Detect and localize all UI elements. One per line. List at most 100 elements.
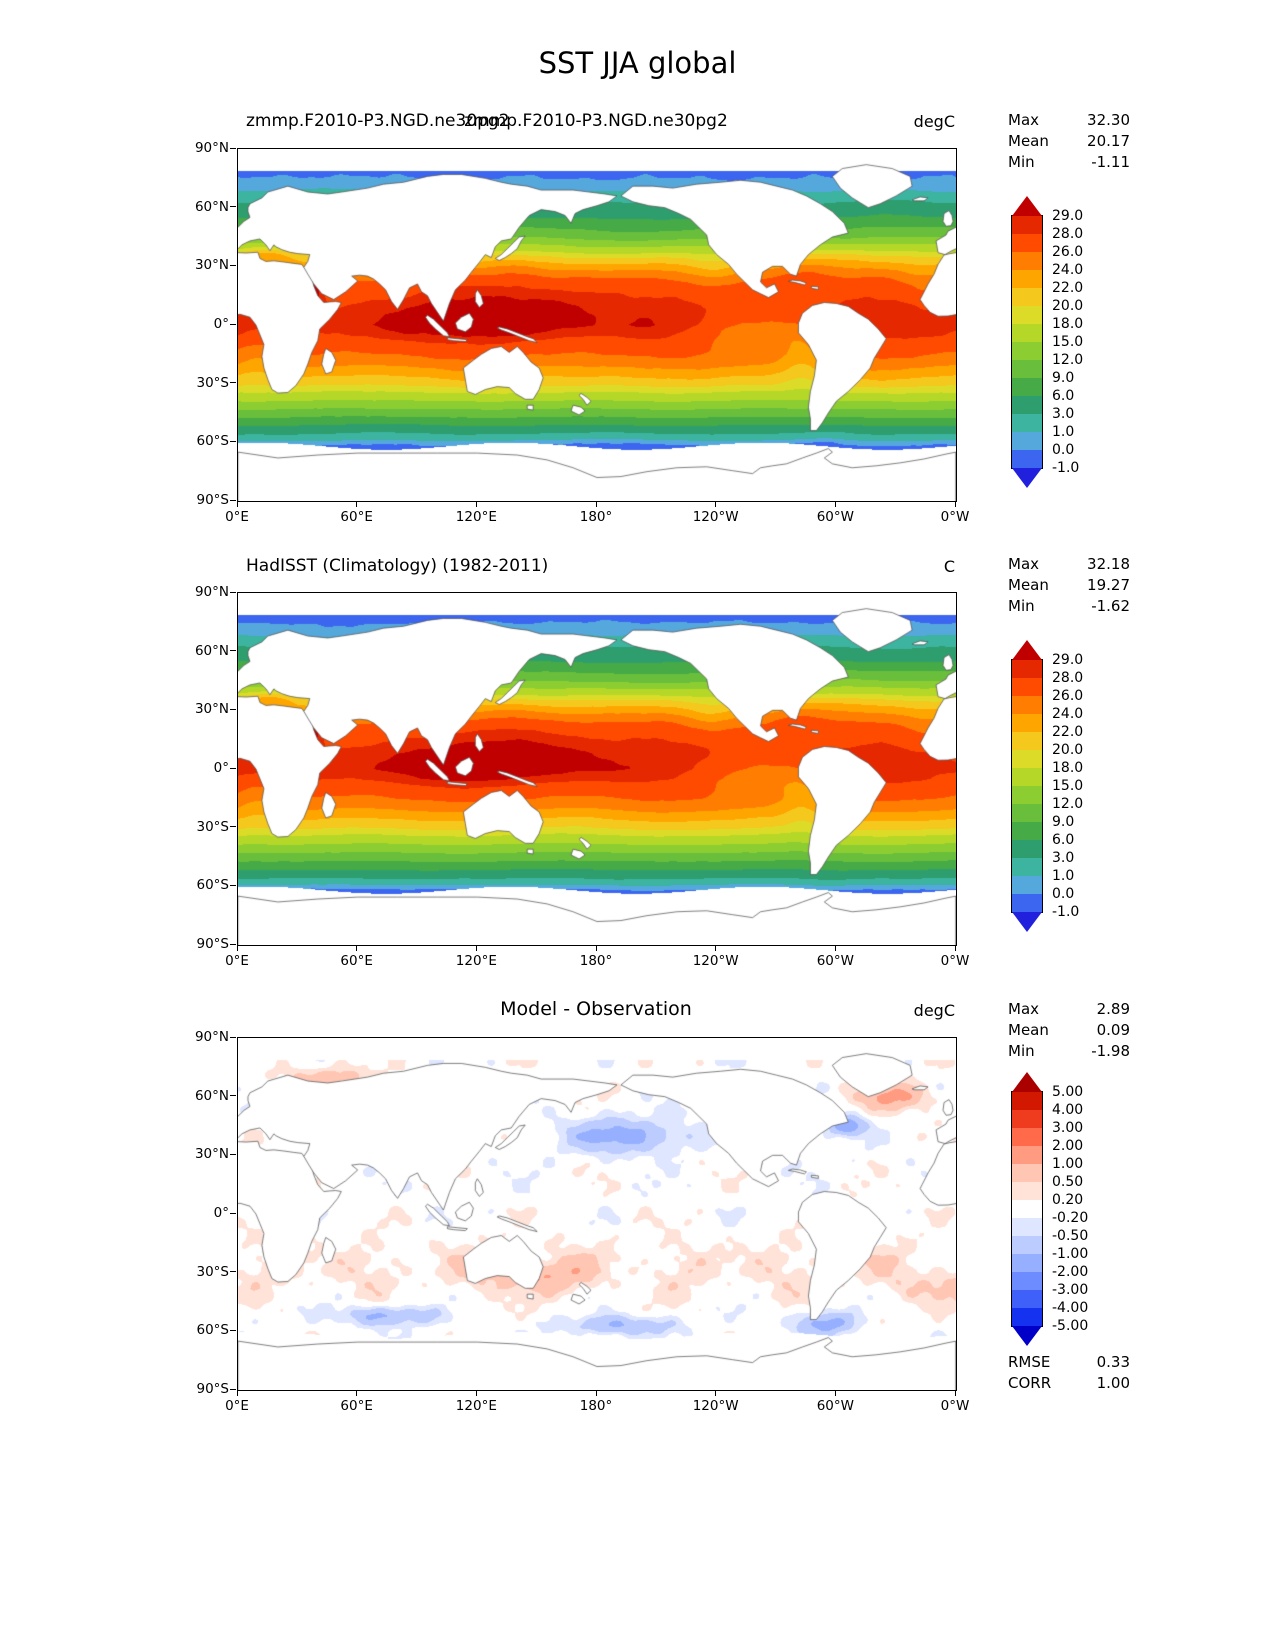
y-tick-mark — [230, 884, 236, 886]
lat-tick-label: 90°N — [194, 140, 229, 156]
lon-tick-label: 120°E — [455, 1398, 497, 1414]
lon-tick-label: 60°E — [340, 953, 373, 969]
stat-label-mean: Mean — [1008, 132, 1049, 150]
lon-tick-label: 60°E — [340, 509, 373, 525]
lat-tick-label: 60°N — [194, 1087, 229, 1104]
colorbar-tick-label: -1.0 — [1052, 460, 1080, 476]
x-tick-mark — [236, 501, 238, 507]
colorbar-segment — [1012, 360, 1042, 378]
y-tick-mark — [230, 708, 236, 710]
panel1-title-copy1: zmmp.F2010-P3.NGD.ne30pg2 — [246, 111, 510, 131]
x-tick-mark — [475, 1390, 477, 1396]
colorbar-tick-label: 24.0 — [1052, 262, 1084, 278]
colorbar-tick-label: 26.0 — [1052, 244, 1084, 260]
colorbar-segments — [1011, 659, 1043, 913]
corr-value: 1.00 — [1096, 1374, 1130, 1392]
panel1-title-copy2: zmmp.F2010-P3.NGD.ne30pg2 — [464, 111, 728, 131]
colorbar-tick-label: 9.0 — [1052, 814, 1075, 830]
colorbar-tick-label: 20.0 — [1052, 298, 1084, 314]
colorbar-tick-label: 5.00 — [1052, 1084, 1084, 1100]
colorbar-segments — [1011, 215, 1043, 469]
lon-tick-label: 180° — [579, 1398, 613, 1414]
colorbar-tick-label: 15.0 — [1052, 778, 1084, 794]
colorbar-lower-arrow — [1012, 912, 1042, 932]
colorbar-tick-label: 0.50 — [1052, 1174, 1084, 1190]
colorbar-tick-label: -1.00 — [1052, 1246, 1089, 1262]
colorbar-segment — [1012, 288, 1042, 306]
x-tick-mark — [715, 1390, 717, 1396]
y-tick-mark — [230, 767, 236, 769]
lon-tick-label: 0°W — [940, 953, 970, 969]
x-tick-mark — [595, 945, 597, 951]
x-tick-mark — [715, 945, 717, 951]
lon-tick-label: 0°E — [225, 509, 249, 525]
lat-tick-label: 60°S — [196, 433, 230, 450]
lon-tick-label: 180° — [579, 509, 613, 525]
lon-tick-label: 60°W — [816, 509, 854, 525]
stat-label-min: Min — [1008, 153, 1035, 171]
colorbar-tick-label: 3.0 — [1052, 850, 1075, 866]
lon-tick-label: 120°W — [692, 953, 739, 969]
colorbar-tick-label: -3.00 — [1052, 1282, 1089, 1298]
colorbar-tick-label: -2.00 — [1052, 1264, 1089, 1280]
colorbar-segment — [1012, 1146, 1042, 1164]
y-tick-mark — [230, 1036, 236, 1038]
stat-row: Max 2.89 — [1008, 999, 1130, 1020]
colorbar-tick-label: 28.0 — [1052, 226, 1084, 242]
stat-row: Mean 20.17 — [1008, 131, 1130, 152]
rmse-label: RMSE — [1008, 1353, 1051, 1371]
colorbar-segment — [1012, 876, 1042, 894]
x-tick-mark — [834, 1390, 836, 1396]
colorbar-segment — [1012, 1182, 1042, 1200]
lat-tick-label: 90°S — [196, 936, 230, 952]
colorbar-tick-label: 6.0 — [1052, 832, 1075, 848]
colorbar-tick-label: -4.00 — [1052, 1300, 1089, 1316]
colorbar-tick-label: 0.0 — [1052, 886, 1075, 902]
colorbar-segment — [1012, 840, 1042, 858]
y-tick-mark — [230, 206, 236, 208]
colorbar-tick-label: 1.0 — [1052, 424, 1075, 440]
x-tick-mark — [834, 501, 836, 507]
lon-tick-label: 0°W — [940, 1398, 970, 1414]
colorbar-tick-label: 22.0 — [1052, 280, 1084, 296]
lat-tick-label: 0° — [213, 316, 229, 332]
panel2-units-label: C — [943, 557, 955, 576]
y-tick-mark — [230, 440, 236, 442]
lon-tick-label: 0°E — [225, 953, 249, 969]
lat-tick-label: 30°N — [194, 257, 229, 274]
colorbar-segment — [1012, 1290, 1042, 1308]
colorbar-tick-label: 9.0 — [1052, 370, 1075, 386]
panel1-units-label: degC — [913, 112, 955, 131]
colorbar-segment — [1012, 342, 1042, 360]
colorbar-tick-label: 12.0 — [1052, 352, 1084, 368]
y-tick-mark — [230, 382, 236, 384]
colorbar-segment — [1012, 804, 1042, 822]
x-tick-mark — [595, 501, 597, 507]
colorbar-tick-label: 18.0 — [1052, 316, 1084, 332]
lat-tick-label: 90°S — [196, 1381, 230, 1397]
lat-tick-label: 90°S — [196, 492, 230, 508]
lat-tick-label: 60°N — [194, 198, 229, 215]
lon-tick-label: 0°W — [940, 509, 970, 525]
colorbar-tick-label: 15.0 — [1052, 334, 1084, 350]
colorbar-model: 29.0 28.0 26.0 24.0 22.0 20.0 18.0 15.0 12.0 9.0 6… — [1011, 196, 1132, 488]
panel3-title: Model - Observation — [500, 998, 692, 1020]
colorbar-segment — [1012, 234, 1042, 252]
y-tick-mark — [230, 826, 236, 828]
stat-row: Min -1.98 — [1008, 1041, 1130, 1062]
y-tick-mark — [230, 650, 236, 652]
lat-tick-label: 90°N — [194, 1029, 229, 1045]
y-tick-mark — [230, 1271, 236, 1273]
lat-tick-label: 60°S — [196, 877, 230, 894]
colorbar-tick-label: -1.0 — [1052, 904, 1080, 920]
colorbar-segment — [1012, 1254, 1042, 1272]
x-tick-mark — [475, 501, 477, 507]
lat-tick-label: 90°N — [194, 584, 229, 600]
colorbar-segment — [1012, 1092, 1042, 1110]
x-tick-mark — [236, 1390, 238, 1396]
colorbar-tick-label: 6.0 — [1052, 388, 1075, 404]
lat-tick-label: 0° — [213, 760, 229, 776]
corr-label: CORR — [1008, 1374, 1052, 1392]
lat-tick-label: 60°S — [196, 1322, 230, 1339]
